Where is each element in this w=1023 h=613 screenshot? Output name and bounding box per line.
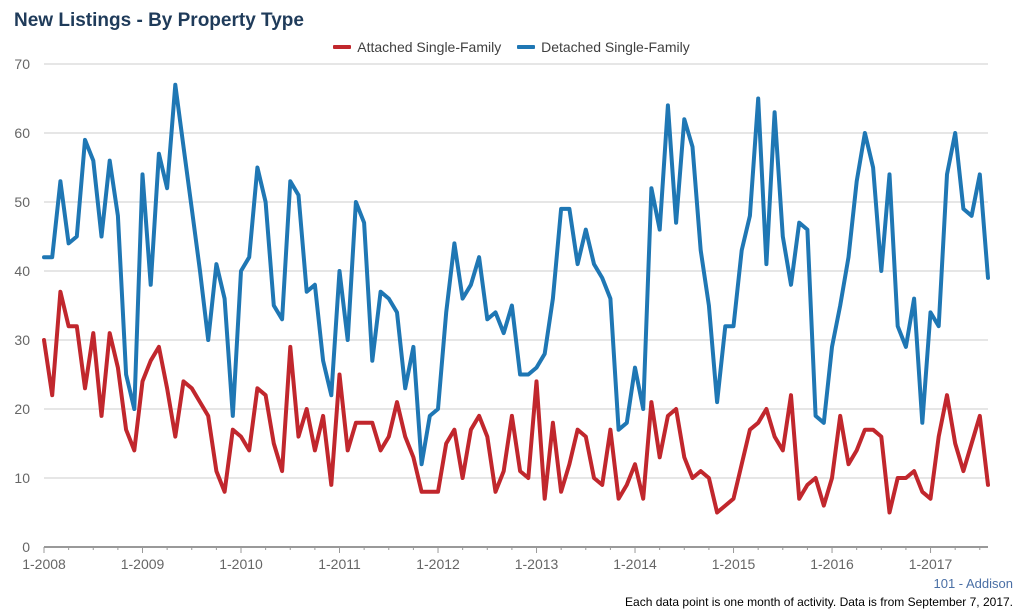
x-tick-label: 1-2008: [22, 556, 66, 572]
legend-swatch-attached: [333, 45, 352, 49]
legend-item-attached[interactable]: Attached Single-Family: [333, 39, 501, 55]
chart-title: New Listings - By Property Type: [14, 10, 304, 31]
x-tick-label: 1-2015: [712, 556, 756, 572]
x-tick-label: 1-2011: [318, 556, 361, 572]
x-tick-label: 1-2010: [219, 556, 263, 572]
y-tick-label: 20: [14, 401, 30, 417]
legend-label-attached: Attached Single-Family: [357, 39, 502, 55]
y-tick-label: 10: [14, 470, 30, 486]
data-note: Each data point is one month of activity…: [625, 595, 1013, 609]
y-tick-label: 30: [14, 332, 30, 348]
region-label: 101 - Addison: [933, 576, 1013, 591]
series-line-detached: [42, 82, 990, 467]
y-tick-label: 40: [14, 263, 30, 279]
x-tick-label: 1-2017: [909, 556, 953, 572]
y-tick-label: 0: [22, 539, 30, 555]
y-tick-label: 70: [14, 56, 30, 72]
legend: Attached Single-Family Detached Single-F…: [0, 36, 1023, 55]
legend-item-detached[interactable]: Detached Single-Family: [517, 39, 690, 55]
y-tick-label: 60: [14, 125, 30, 141]
legend-swatch-detached: [517, 45, 536, 49]
legend-label-detached: Detached Single-Family: [541, 39, 690, 55]
x-tick-label: 1-2016: [810, 556, 854, 572]
series-line-attached: [42, 289, 990, 515]
x-tick-label: 1-2013: [515, 556, 559, 572]
x-tick-label: 1-2009: [121, 556, 165, 572]
x-tick-label: 1-2014: [613, 556, 657, 572]
y-tick-label: 50: [14, 194, 30, 210]
x-tick-label: 1-2012: [416, 556, 460, 572]
